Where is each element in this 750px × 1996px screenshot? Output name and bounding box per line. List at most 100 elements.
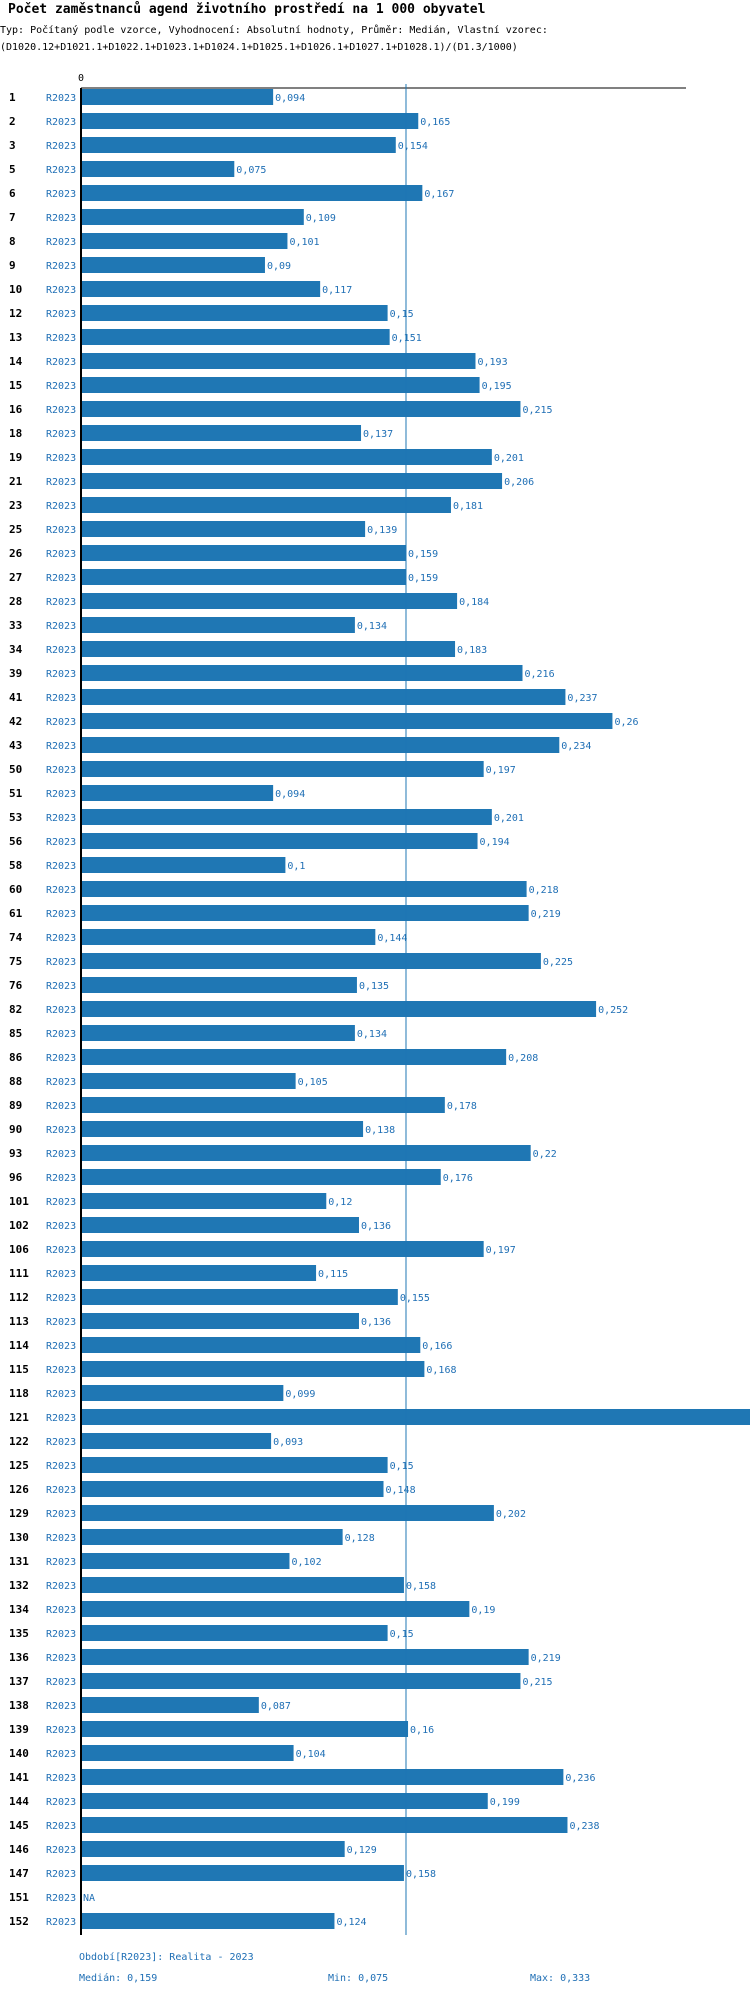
category-label: 113 [9,1315,29,1328]
bar [81,593,458,609]
bar [81,353,476,369]
value-label: 0,219 [531,909,561,920]
series-label: R2023 [46,597,76,608]
bar [81,1601,470,1617]
category-label: 131 [9,1555,29,1568]
bar [81,1409,750,1425]
category-label: 3 [9,139,16,152]
value-label: 0,154 [398,141,428,152]
series-label: R2023 [46,1893,76,1904]
value-label: 0,16 [410,1725,434,1736]
value-label: 0,128 [345,1533,375,1544]
category-label: 146 [9,1843,29,1856]
value-label: 0,15 [390,1461,414,1472]
bar [81,1241,484,1257]
series-label: R2023 [46,1221,76,1232]
category-label: 129 [9,1507,29,1520]
bar [81,425,362,441]
value-label: 0,138 [365,1125,395,1136]
value-label: 0,093 [273,1437,303,1448]
series-label: R2023 [46,453,76,464]
series-label: R2023 [46,1053,76,1064]
bar [81,1625,388,1641]
value-label: 0,219 [531,1653,561,1664]
bar [81,1817,568,1833]
value-label: 0,148 [386,1485,416,1496]
value-label: 0,168 [426,1365,456,1376]
value-label: 0,134 [357,621,387,632]
series-label: R2023 [46,837,76,848]
series-label: R2023 [46,1437,76,1448]
series-label: R2023 [46,1245,76,1256]
bar [81,1457,388,1473]
category-label: 6 [9,187,16,200]
category-label: 102 [9,1219,29,1232]
bar [81,281,321,297]
value-label: 0,193 [477,357,507,368]
series-label: R2023 [46,741,76,752]
category-label: 135 [9,1627,29,1640]
bar [81,1217,359,1233]
bar [81,1673,521,1689]
value-label: 0,102 [291,1557,321,1568]
series-label: R2023 [46,117,76,128]
bar [81,881,527,897]
series-label: R2023 [46,237,76,248]
category-label: 26 [9,547,23,560]
footer-median: Medián: 0,159 [79,1973,158,1984]
series-label: R2023 [46,861,76,872]
series-label: R2023 [46,1557,76,1568]
value-label: 0,225 [543,957,573,968]
bar [81,137,396,153]
value-label: 0,181 [453,501,483,512]
series-label: R2023 [46,981,76,992]
category-label: 27 [9,571,22,584]
category-label: 151 [9,1891,29,1904]
series-label: R2023 [46,357,76,368]
series-label: R2023 [46,381,76,392]
bar [81,1553,290,1569]
bar [81,1841,345,1857]
series-label: R2023 [46,1173,76,1184]
value-label: 0,208 [508,1053,538,1064]
category-label: 101 [9,1195,29,1208]
bar [81,257,265,273]
series-label: R2023 [46,549,76,560]
bar [81,953,541,969]
value-label: 0,135 [359,981,389,992]
bar [81,905,529,921]
category-label: 13 [9,331,22,344]
bar [81,689,566,705]
value-label: 0,194 [480,837,510,848]
value-label: 0,144 [377,933,407,944]
series-label: R2023 [46,405,76,416]
series-label: R2023 [46,1701,76,1712]
category-label: 7 [9,211,16,224]
bar [81,1289,398,1305]
category-label: 42 [9,715,22,728]
category-label: 96 [9,1171,23,1184]
bar [81,89,274,105]
bar [81,185,423,201]
value-label: 0,167 [424,189,454,200]
value-label: 0,075 [236,165,266,176]
bar [81,1169,441,1185]
bar [81,305,388,321]
category-label: 21 [9,475,23,488]
value-label: 0,159 [408,573,438,584]
bar [81,641,456,657]
series-label: R2023 [46,165,76,176]
bar [81,521,366,537]
bar [81,1697,259,1713]
value-label: 0,159 [408,549,438,560]
series-label: R2023 [46,573,76,584]
category-label: 25 [9,523,22,536]
category-label: 15 [9,379,22,392]
series-label: R2023 [46,1605,76,1616]
category-label: 126 [9,1483,29,1496]
value-label: 0,158 [406,1869,436,1880]
value-label: 0,237 [567,693,597,704]
value-label: 0,201 [494,813,524,824]
value-label: 0,12 [328,1197,352,1208]
category-label: 122 [9,1435,29,1448]
